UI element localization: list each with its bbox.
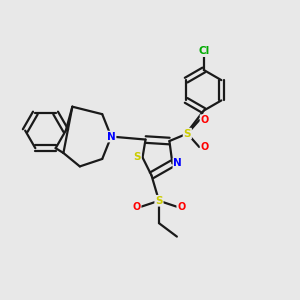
Text: O: O [200,142,209,152]
Text: Cl: Cl [198,46,209,56]
Text: O: O [200,115,209,125]
Text: S: S [184,129,191,139]
Text: S: S [155,196,163,206]
Text: N: N [107,132,116,142]
Text: O: O [177,202,185,212]
Text: N: N [173,158,182,168]
Text: O: O [132,202,141,212]
Text: S: S [134,152,141,163]
